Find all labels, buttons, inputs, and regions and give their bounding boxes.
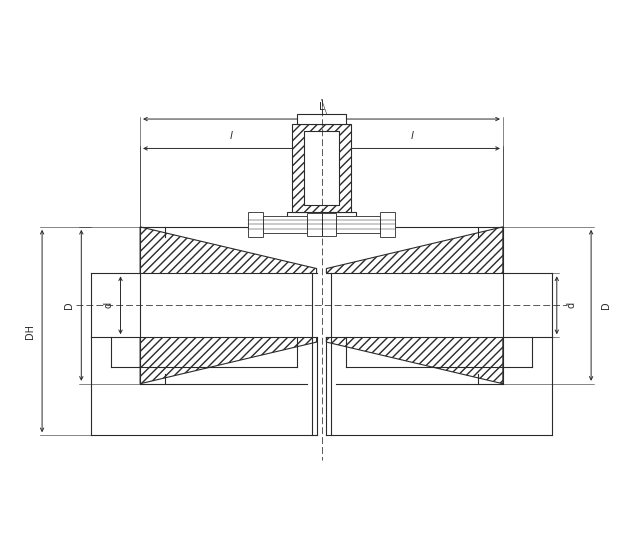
Bar [297,114,346,124]
Text: d: d [103,302,113,308]
Text: l: l [230,131,232,141]
Bar [263,216,307,233]
Bar [304,131,339,205]
Bar [287,212,356,227]
Text: L: L [319,102,324,112]
Bar [91,274,322,337]
Text: D: D [64,301,74,309]
Bar [336,216,380,233]
Bar [248,212,263,237]
Polygon shape [327,227,503,384]
Text: l: l [411,131,413,141]
Polygon shape [292,124,351,212]
Text: d: d [566,302,577,308]
Text: DH: DH [24,324,35,339]
Bar [322,213,336,236]
Bar [380,212,395,237]
Bar [307,213,322,236]
Text: D: D [601,301,611,309]
Text: S: S [336,136,342,146]
Polygon shape [140,227,316,384]
Bar [322,274,552,337]
